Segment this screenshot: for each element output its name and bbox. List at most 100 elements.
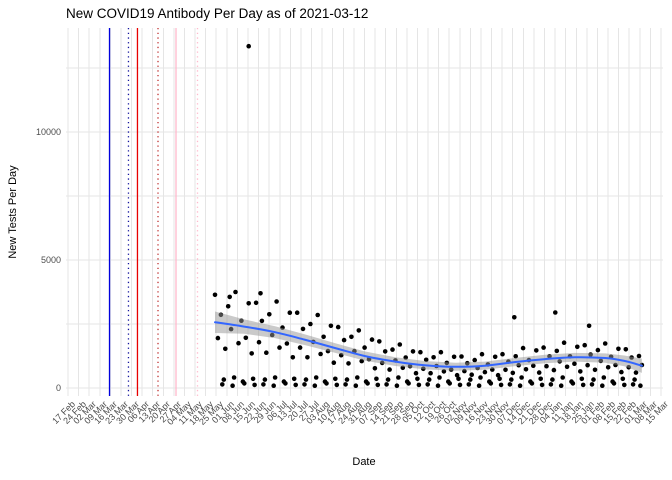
scatter-point	[616, 346, 621, 352]
scatter-point	[633, 370, 639, 375]
scatter-point	[423, 357, 429, 363]
scatter-point	[215, 335, 221, 341]
scatter-point	[564, 364, 570, 370]
scatter-point	[283, 381, 288, 386]
scatter-point	[258, 291, 263, 296]
scatter-point	[517, 383, 523, 389]
scatter-point	[425, 382, 431, 387]
y-tick-label: 10000	[35, 126, 61, 137]
scatter-point	[548, 382, 554, 387]
scatter-point	[305, 355, 310, 360]
scatter-point	[426, 377, 432, 382]
scatter-point	[630, 382, 636, 387]
scatter-point	[454, 372, 460, 378]
scatter-point	[592, 367, 598, 373]
scatter-point	[605, 365, 611, 370]
scatter-point	[256, 339, 262, 345]
y-tick-label: 5000	[40, 254, 61, 265]
scatter-point	[582, 342, 587, 348]
scatter-point	[585, 362, 590, 368]
scatter-point	[252, 382, 257, 388]
scatter-point	[498, 382, 504, 388]
scatter-point	[539, 382, 545, 388]
scatter-point	[413, 370, 419, 376]
scatter-point	[236, 340, 241, 346]
scatter-point	[385, 377, 391, 382]
scatter-point	[575, 344, 580, 350]
scatter-point	[437, 375, 442, 380]
scatter-point	[510, 370, 516, 376]
scatter-point	[560, 375, 565, 380]
scatter-point	[259, 318, 265, 324]
scatter-point	[394, 383, 400, 389]
scatter-point	[293, 382, 298, 388]
scatter-point	[318, 351, 323, 357]
scatter-point	[233, 289, 238, 295]
scatter-point	[447, 381, 453, 386]
scatter-point	[595, 347, 601, 353]
scatter-point	[220, 382, 225, 387]
scatter-point	[343, 382, 348, 387]
scatter-point	[513, 354, 518, 359]
scatter-point	[243, 335, 249, 341]
scatter-point	[246, 301, 251, 306]
scatter-point	[418, 349, 423, 355]
scatter-point	[369, 337, 375, 342]
scatter-point	[223, 346, 228, 352]
gridlines	[66, 28, 663, 396]
scatter-point	[488, 381, 494, 386]
scatter-point	[346, 361, 351, 366]
scatter-point	[531, 363, 536, 369]
scatter-point	[551, 367, 557, 373]
smooth-ribbon-group	[215, 311, 642, 373]
scatter-point	[294, 310, 300, 316]
scatter-point	[553, 310, 558, 315]
x-axis-title: Date	[352, 456, 376, 468]
scatter-point	[333, 376, 338, 382]
scatter-point	[623, 347, 629, 352]
scatter-point	[334, 382, 340, 388]
scatter-point	[246, 43, 251, 49]
scatter-point	[406, 381, 411, 386]
scatter-point	[300, 326, 306, 332]
scatter-point	[349, 334, 354, 340]
scatter-point	[415, 376, 420, 382]
smooth-line-group	[214, 321, 643, 368]
scatter-point	[297, 345, 303, 350]
scatter-point	[622, 382, 627, 388]
scatter-point	[579, 376, 585, 382]
scatter-point	[231, 375, 237, 380]
smooth-line	[214, 321, 643, 368]
scatter-point	[212, 292, 218, 298]
scatter-point	[479, 351, 485, 357]
scatter-point	[451, 354, 457, 360]
scatter-point	[321, 334, 326, 340]
scatter-point	[503, 367, 508, 373]
scatter-point	[302, 382, 307, 387]
scatter-point	[274, 299, 279, 304]
scatter-point	[500, 351, 505, 357]
scatter-point	[536, 370, 542, 375]
scatter-point	[341, 337, 347, 343]
smooth-ribbon	[215, 311, 642, 373]
scatter-point	[600, 383, 605, 389]
scatter-point	[250, 376, 256, 382]
scatter-point	[482, 369, 488, 375]
scatter-point	[495, 372, 501, 378]
scatter-point	[315, 312, 320, 318]
scatter-point	[387, 367, 392, 372]
scatter-point	[264, 350, 269, 356]
scatter-point	[356, 328, 362, 333]
scatter-point	[267, 312, 272, 317]
scatter-point	[541, 345, 546, 350]
scatter-point	[431, 355, 436, 360]
scatter-point	[291, 376, 297, 382]
scatter-point	[558, 383, 564, 389]
scatter-point	[272, 375, 278, 380]
scatter-point	[365, 381, 370, 386]
scatter-point	[492, 354, 498, 360]
scatter-point	[638, 383, 643, 389]
scatter-point	[620, 376, 626, 382]
y-tick-label: 0	[55, 382, 61, 393]
